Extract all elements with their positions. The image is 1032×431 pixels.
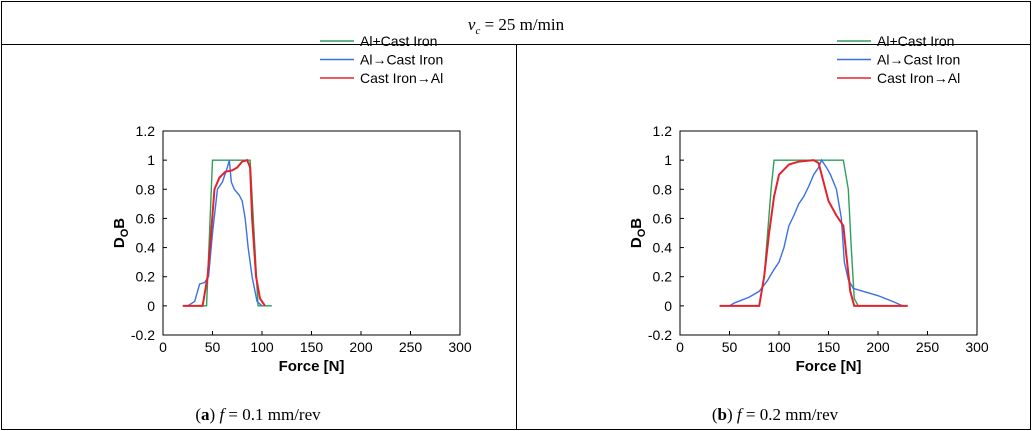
series-line	[719, 159, 908, 307]
x-axis-label: Force [N]	[279, 358, 345, 375]
y-tick-label: 0.6	[653, 210, 673, 226]
caption-part: )	[210, 405, 220, 424]
y-axis-label-part: B	[628, 218, 645, 229]
x-tick-label: 250	[399, 339, 423, 355]
caption-part: = 0.1 mm/rev	[224, 405, 321, 424]
y-tick-label: 1	[664, 152, 672, 168]
x-tick-label: 100	[767, 339, 791, 355]
y-tick-label: 0.4	[136, 240, 156, 256]
y-tick-label: 1	[147, 152, 155, 168]
chart: 0 50 100 150 200 250 300-0.200.20.40.60.811.2F…	[628, 33, 989, 375]
x-tick-label: 150	[300, 339, 324, 355]
plot-frame	[162, 130, 461, 336]
y-axis-label-subscript: O	[119, 228, 131, 237]
legend-label: Al+Cast Iron	[877, 33, 954, 49]
y-axis-label: DOB	[111, 218, 131, 248]
legend-label: Al+Cast Iron	[360, 33, 437, 49]
y-tick-label: 0.8	[136, 181, 156, 197]
legend-label: Al→Cast Iron	[877, 52, 960, 68]
y-tick-label: 0.8	[653, 181, 673, 197]
y-axis-label-part: D	[111, 237, 128, 248]
series-line	[719, 159, 908, 307]
y-axis-label-part: B	[111, 218, 128, 229]
x-tick-label: 300	[448, 339, 472, 355]
x-axis-label: Force [N]	[796, 358, 862, 375]
y-axis-label-part: D	[628, 237, 645, 248]
y-tick-label: 0.2	[136, 269, 156, 285]
y-tick-label: 0	[147, 298, 155, 314]
y-tick-label: 0.2	[653, 269, 673, 285]
x-tick-label: 100	[250, 339, 274, 355]
header-value: = 25 m/min	[480, 15, 564, 34]
x-tick-label: 150	[817, 339, 841, 355]
y-tick-label: -0.2	[131, 327, 155, 343]
legend-label: Cast Iron→Al	[360, 70, 443, 86]
caption-part: a	[201, 405, 210, 424]
caption-part: (	[195, 405, 201, 424]
caption-part: = 0.2 mm/rev	[742, 405, 839, 424]
x-tick-label: 200	[866, 339, 890, 355]
caption-part: f	[737, 405, 744, 424]
x-tick-label: 250	[916, 339, 940, 355]
x-tick-label: 50	[205, 339, 221, 355]
series-line	[182, 159, 272, 307]
header: vc = 25 m/min	[468, 15, 565, 37]
y-tick-label: 0.6	[136, 210, 156, 226]
x-tick-label: 0	[676, 339, 684, 355]
y-tick-label: -0.2	[648, 327, 672, 343]
x-tick-label: 300	[965, 339, 989, 355]
y-axis-label: DOB	[628, 218, 648, 248]
y-tick-label: 1.2	[136, 123, 156, 139]
caption: (a) f = 0.1 mm/rev	[195, 405, 321, 424]
caption: (b) f = 0.2 mm/rev	[712, 405, 839, 424]
x-tick-label: 0	[159, 339, 167, 355]
series-line	[182, 158, 266, 307]
chart: 0 50 100 150 200 250 300-0.200.20.40.60.811.2F…	[111, 33, 472, 375]
x-tick-label: 200	[349, 339, 373, 355]
header-variable: v	[468, 15, 476, 34]
y-tick-label: 1.2	[653, 123, 673, 139]
y-axis-label-subscript: O	[636, 228, 648, 237]
y-tick-label: 0	[664, 298, 672, 314]
y-tick-label: 0.4	[653, 240, 673, 256]
series-line	[187, 159, 263, 307]
caption-part: )	[727, 405, 737, 424]
caption-part: f	[219, 405, 226, 424]
series-line	[729, 158, 904, 307]
x-tick-label: 50	[722, 339, 738, 355]
caption-part: b	[718, 405, 727, 424]
caption-part: (	[712, 405, 718, 424]
legend-label: Al→Cast Iron	[360, 52, 443, 68]
header-subscript: c	[475, 25, 480, 37]
legend-label: Cast Iron→Al	[877, 70, 960, 86]
plot-frame	[679, 130, 978, 336]
